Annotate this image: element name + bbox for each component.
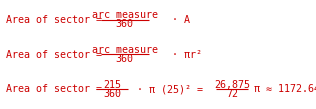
Text: · πr²: · πr² [172, 49, 202, 60]
Text: 26,875: 26,875 [214, 80, 250, 90]
Text: 215: 215 [103, 80, 121, 90]
Text: 360: 360 [116, 54, 134, 64]
Text: 360: 360 [103, 89, 121, 99]
Text: arc measure: arc measure [92, 45, 158, 55]
Text: 72: 72 [226, 89, 238, 99]
Text: Area of sector =: Area of sector = [6, 84, 108, 94]
Text: π ≈ 1172.64: π ≈ 1172.64 [254, 84, 316, 94]
Text: 360: 360 [116, 19, 134, 29]
Text: Area of sector =: Area of sector = [6, 49, 108, 60]
Text: · π (25)² =: · π (25)² = [137, 84, 210, 94]
Text: arc measure: arc measure [92, 10, 158, 20]
Text: · A: · A [172, 15, 190, 25]
Text: Area of sector =: Area of sector = [6, 15, 108, 25]
